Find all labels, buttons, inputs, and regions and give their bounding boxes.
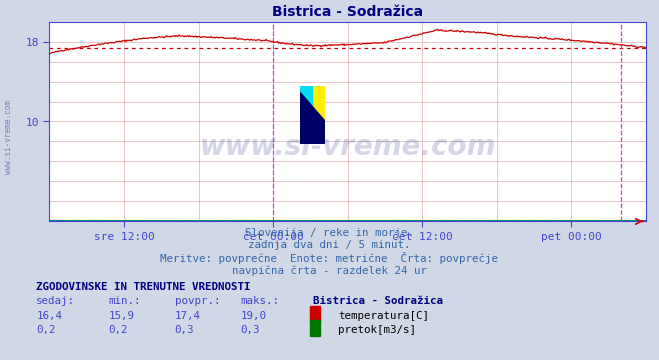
Text: 16,4: 16,4 <box>36 311 62 321</box>
Text: Slovenija / reke in morje.: Slovenija / reke in morje. <box>245 228 414 238</box>
Text: pretok[m3/s]: pretok[m3/s] <box>338 325 416 335</box>
Text: www.si-vreme.com: www.si-vreme.com <box>200 134 496 162</box>
Text: www.si-vreme.com: www.si-vreme.com <box>4 100 13 174</box>
Text: zadnja dva dni / 5 minut.: zadnja dva dni / 5 minut. <box>248 240 411 251</box>
Bar <box>312 86 325 144</box>
Text: navpična črta - razdelek 24 ur: navpična črta - razdelek 24 ur <box>232 266 427 276</box>
Text: 17,4: 17,4 <box>175 311 200 321</box>
Text: 19,0: 19,0 <box>241 311 266 321</box>
Text: 0,3: 0,3 <box>175 325 194 335</box>
Text: min.:: min.: <box>109 296 141 306</box>
Text: ZGODOVINSKE IN TRENUTNE VREDNOSTI: ZGODOVINSKE IN TRENUTNE VREDNOSTI <box>36 282 250 292</box>
Title: Bistrica - Sodražica: Bistrica - Sodražica <box>272 5 423 19</box>
Text: temperatura[C]: temperatura[C] <box>338 311 429 321</box>
Text: Bistrica - Sodražica: Bistrica - Sodražica <box>313 296 443 306</box>
Text: 15,9: 15,9 <box>109 311 134 321</box>
Text: 0,3: 0,3 <box>241 325 260 335</box>
Text: Meritve: povprečne  Enote: metrične  Črta: povprečje: Meritve: povprečne Enote: metrične Črta:… <box>161 252 498 264</box>
Bar <box>300 86 312 144</box>
Text: 0,2: 0,2 <box>36 325 56 335</box>
Text: maks.:: maks.: <box>241 296 279 306</box>
Polygon shape <box>300 92 325 144</box>
Text: povpr.:: povpr.: <box>175 296 220 306</box>
Text: 0,2: 0,2 <box>109 325 129 335</box>
Text: sedaj:: sedaj: <box>36 296 75 306</box>
